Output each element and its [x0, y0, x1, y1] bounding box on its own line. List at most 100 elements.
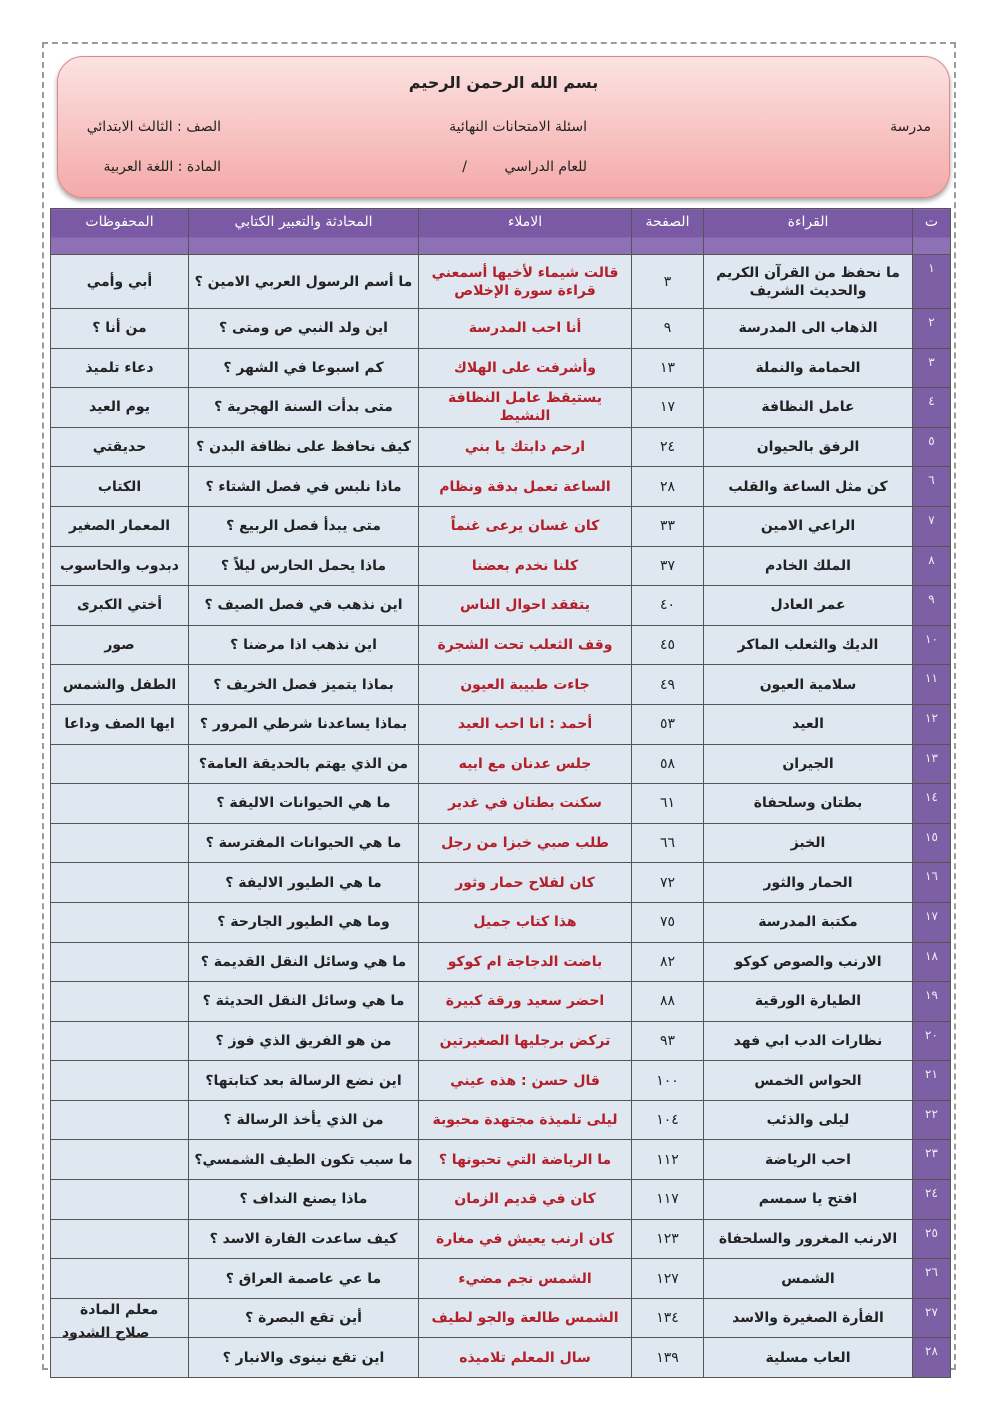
cell-conversation: اين تقع نينوى والانبار ؟	[188, 1337, 419, 1379]
cell-number: ٧	[912, 505, 951, 547]
cell-memorization: من أنا ؟	[50, 308, 189, 349]
cell-dictation: الشمس طالعة والجو لطيف	[418, 1297, 632, 1339]
grade-label: الصف : الثالث الابتدائي	[86, 119, 221, 135]
cell-memorization	[50, 1337, 189, 1379]
cell-conversation: ما هي وسائل النقل القديمة ؟	[188, 941, 419, 983]
table-row: ٩ عمر العادل ٤٠ يتفقد احوال الناس اين نذهب ف…	[50, 585, 951, 626]
cell-conversation: ما هي الحيوانات المفترسة ؟	[188, 822, 419, 864]
table-row: ٦ كن مثل الساعة والقلب ٢٨ الساعة تعمل بدقة …	[50, 466, 951, 507]
cell-reading: الحمامة والنملة	[703, 347, 913, 389]
cell-number: ٤	[912, 387, 951, 428]
cell-reading: نظارات الدب ابي فهد	[703, 1020, 913, 1062]
cell-dictation: يستيقظ عامل النظافة النشيط	[418, 387, 632, 428]
cell-reading: عمر العادل	[703, 585, 913, 626]
cell-number: ١٢	[912, 703, 951, 745]
cell-page: ٣٧	[631, 545, 704, 587]
cell-number: ١٥	[912, 822, 951, 864]
cell-page: ٤٩	[631, 664, 704, 705]
header-col-number: ت	[912, 208, 951, 255]
cell-number: ١٠	[912, 624, 951, 666]
cell-page: ١٣٩	[631, 1337, 704, 1379]
cell-page: ١١٧	[631, 1179, 704, 1220]
basmala: بسم الله الرحمن الرحيم	[408, 73, 599, 92]
cell-page: ١٣٤	[631, 1297, 704, 1339]
cell-conversation: ما عي عاصمة العراق ؟	[188, 1258, 419, 1299]
header-banner: بسم الله الرحمن الرحيم مدرسة اسئلة الامت…	[57, 56, 950, 198]
cell-reading: الشمس	[703, 1258, 913, 1299]
cell-memorization	[50, 822, 189, 864]
cell-number: ١٦	[912, 862, 951, 903]
cell-memorization: دعاء تلميذ	[50, 347, 189, 389]
cell-conversation: من الذي يهتم بالحديقة العامة؟	[188, 743, 419, 785]
cell-reading: الارنب والصوص كوكو	[703, 941, 913, 983]
table-row: ٧ الراعي الامين ٣٣ كان غسان يرعى غنماً متى ي…	[50, 505, 951, 547]
cell-page: ٨٢	[631, 941, 704, 983]
cell-number: ٢٢	[912, 1099, 951, 1141]
cell-dictation: طلب صبي خبزا من رجل	[418, 822, 632, 864]
cell-memorization	[50, 1258, 189, 1299]
cell-conversation: كيف نحافظ على نظافة البدن ؟	[188, 426, 419, 468]
cell-reading: عامل النظافة	[703, 387, 913, 428]
teacher-label: معلم المادة	[80, 1302, 159, 1318]
cell-page: ٣	[631, 254, 704, 309]
cell-memorization: حديقتي	[50, 426, 189, 468]
teacher-name: صلاح الشدود	[62, 1325, 150, 1341]
cell-page: ٤٠	[631, 585, 704, 626]
table-row: ١٤ بطتان وسلحفاة ٦١ سكنت بطتان في غدير ما هي…	[50, 783, 951, 824]
table-row: ٢٥ الارنب المغرور والسلحفاة ١٢٣ كان ارنب يع…	[50, 1218, 951, 1260]
cell-reading: بطتان وسلحفاة	[703, 783, 913, 824]
cell-number: ١٣	[912, 743, 951, 785]
table-header-row: ت القراءة الصفحة الاملاء المحادثة والتعبير ا…	[50, 208, 951, 255]
cell-dictation: سال المعلم تلاميذه	[418, 1337, 632, 1379]
cell-conversation: ما أسم الرسول العربي الامين ؟	[188, 254, 419, 309]
cell-dictation: كان ارنب يعيش في مغارة	[418, 1218, 632, 1260]
cell-number: ٢٦	[912, 1258, 951, 1299]
table-row: ٢ الذهاب الى المدرسة ٩ أنا احب المدرسة اين و…	[50, 308, 951, 349]
cell-reading: الحمار والثور	[703, 862, 913, 903]
cell-memorization: المعمار الصغير	[50, 505, 189, 547]
cell-dictation: احضر سعيد ورقة كبيرة	[418, 981, 632, 1022]
cell-number: ٢٧	[912, 1297, 951, 1339]
cell-conversation: ماذا يحمل الحارس ليلاً ؟	[188, 545, 419, 587]
cell-reading: كن مثل الساعة والقلب	[703, 466, 913, 507]
table-row: ٢٦ الشمس ١٢٧ الشمس نجم مضيء ما عي عاصمة العر…	[50, 1258, 951, 1299]
year-label: للعام الدراسي	[504, 159, 587, 175]
cell-conversation: اين نضع الرسالة بعد كتابتها؟	[188, 1060, 419, 1101]
cell-dictation: قال حسن : هذه عيني	[418, 1060, 632, 1101]
school-label: مدرسة	[890, 119, 931, 135]
cell-memorization	[50, 981, 189, 1022]
cell-number: ١	[912, 254, 951, 309]
cell-conversation: ماذا نلبس في فصل الشتاء ؟	[188, 466, 419, 507]
table-row: ٢٧ الفأرة الصغيرة والاسد ١٣٤ الشمس طالعة وا…	[50, 1297, 951, 1339]
cell-conversation: اين نذهب في فصل الصيف ؟	[188, 585, 419, 626]
cell-page: ٥٨	[631, 743, 704, 785]
cell-page: ٨٨	[631, 981, 704, 1022]
cell-conversation: ما هي الطيور الاليفة ؟	[188, 862, 419, 903]
cell-reading: ليلى والذئب	[703, 1099, 913, 1141]
cell-reading: العاب مسلية	[703, 1337, 913, 1379]
table-row: ٤ عامل النظافة ١٧ يستيقظ عامل النظافة النشي…	[50, 387, 951, 428]
header-col-conversation: المحادثة والتعبير الكتابي	[188, 208, 419, 255]
year-separator: /	[462, 159, 467, 175]
table-row: ٨ الملك الخادم ٣٧ كلنا نخدم بعضنا ماذا يحمل …	[50, 545, 951, 587]
table-row: ٥ الرفق بالحيوان ٢٤ ارحم دابتك يا بني كيف نح…	[50, 426, 951, 468]
table-row: ١٧ مكتبة المدرسة ٧٥ هذا كتاب جميل وما هي الط…	[50, 901, 951, 943]
cell-page: ٦١	[631, 783, 704, 824]
cell-memorization	[50, 783, 189, 824]
table-row: ١٠ الديك والثعلب الماكر ٤٥ وقف الثعلب تحت ا…	[50, 624, 951, 666]
cell-memorization: أختي الكبرى	[50, 585, 189, 626]
cell-dictation: أنا احب المدرسة	[418, 308, 632, 349]
cell-conversation: ما هي وسائل النقل الحديثة ؟	[188, 981, 419, 1022]
table-row: ٢٢ ليلى والذئب ١٠٤ ليلى تلميذة مجتهدة محبوب…	[50, 1099, 951, 1141]
cell-dictation: ارحم دابتك يا بني	[418, 426, 632, 468]
cell-dictation: سكنت بطتان في غدير	[418, 783, 632, 824]
cell-page: ١٧	[631, 387, 704, 428]
cell-number: ١٨	[912, 941, 951, 983]
cell-conversation: بماذا يساعدنا شرطي المرور ؟	[188, 703, 419, 745]
cell-memorization	[50, 743, 189, 785]
cell-conversation: متى بدأت السنة الهجرية ؟	[188, 387, 419, 428]
cell-page: ٧٢	[631, 862, 704, 903]
cell-conversation: أين تقع البصرة ؟	[188, 1297, 419, 1339]
cell-conversation: اين ولد النبي ص ومتى ؟	[188, 308, 419, 349]
cell-page: ١٠٠	[631, 1060, 704, 1101]
